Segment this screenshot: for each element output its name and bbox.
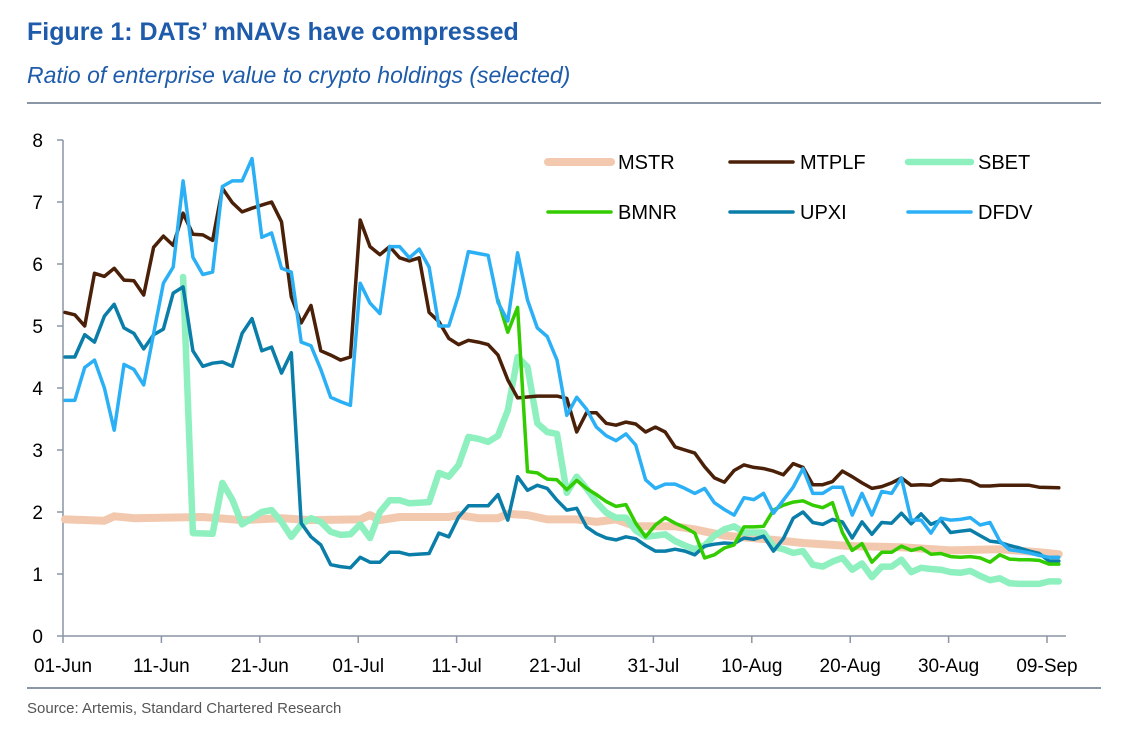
y-tick-label: 2 [32, 503, 43, 524]
series-lines [61, 156, 1063, 588]
x-tick-label: 01-Jun [34, 656, 92, 677]
series-line-mtplf [63, 186, 1061, 491]
series-line-bmnr [496, 298, 1061, 566]
x-tick-label: 30-Aug [918, 656, 979, 677]
series-line-dfdv [63, 156, 1061, 560]
series-line-mstr [61, 509, 1063, 559]
x-tick-label: 11-Jul [431, 656, 481, 677]
series-line-sbet [179, 273, 1063, 588]
legend-label-bmnr: BMNR [618, 202, 677, 224]
figure-subtitle: Ratio of enterprise value to crypto hold… [27, 62, 571, 88]
x-tick-label: 21-Jun [231, 656, 289, 677]
x-tick-label: 21-Jul [529, 656, 581, 677]
legend-label-sbet: SBET [978, 152, 1030, 174]
y-tick-label: 1 [32, 565, 43, 586]
legend-label-mstr: MSTR [618, 152, 675, 174]
x-tick-label: 10-Aug [721, 656, 782, 677]
x-tick-label: 01-Jul [332, 656, 384, 677]
y-tick-label: 8 [32, 131, 43, 152]
x-tick-label: 09-Sep [1016, 656, 1077, 677]
x-tick-label: 11-Jun [133, 656, 190, 677]
legend-label-upxi: UPXI [800, 202, 847, 224]
legend-label-mtplf: MTPLF [800, 152, 866, 174]
x-tick-label: 31-Jul [628, 656, 680, 677]
figure-title: Figure 1: DATs’ mNAVs have compressed [27, 18, 519, 46]
bottom-divider [27, 687, 1101, 689]
y-tick-label: 6 [32, 255, 43, 276]
y-tick-label: 4 [32, 379, 43, 400]
y-tick-label: 7 [32, 193, 43, 214]
x-tick-label: 20-Aug [820, 656, 881, 677]
legend-label-dfdv: DFDV [978, 202, 1033, 224]
y-tick-label: 5 [32, 317, 43, 338]
legend: MSTR MTPLF SBET BMNR UPXI DFDV [544, 152, 1033, 224]
series-line-upxi [63, 285, 1061, 570]
axes: 0 1 2 3 4 5 6 7 8 01-Jun 11-Jun 21-Jun 01-Jul 11-Jul 2… [32, 131, 1077, 677]
top-divider [27, 102, 1101, 104]
y-tick-label: 0 [32, 627, 43, 648]
source-note: Source: Artemis, Standard Chartered Rese… [27, 700, 342, 717]
y-tick-label: 3 [32, 441, 43, 462]
